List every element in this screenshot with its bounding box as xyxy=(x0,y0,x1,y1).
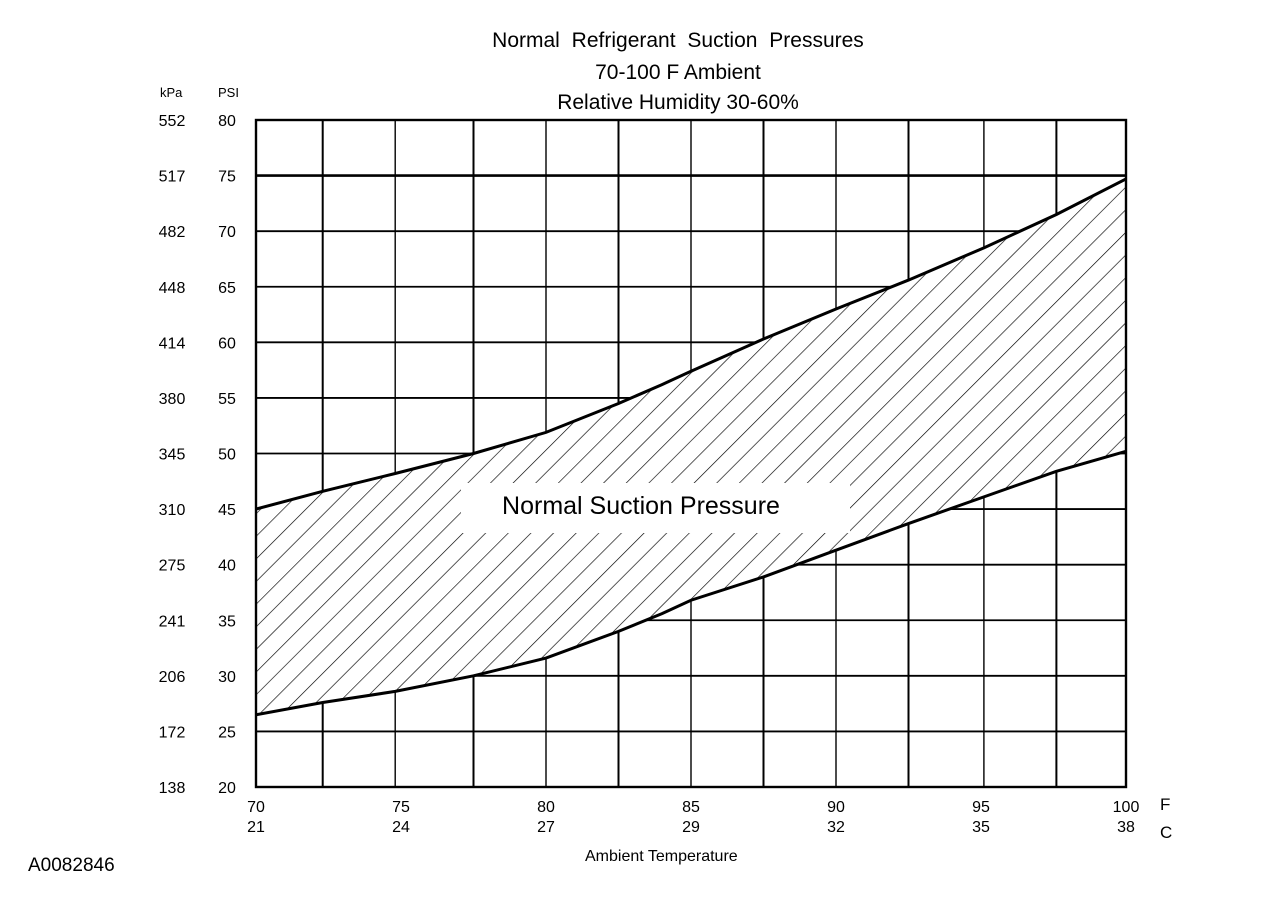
x-axis-title: Ambient Temperature xyxy=(585,848,738,865)
y-tick-psi: 75 xyxy=(218,169,236,186)
x-tick-c: 29 xyxy=(682,819,700,836)
x-tick-f: 80 xyxy=(537,799,555,816)
chart-subtitle-ambient: 70-100 F Ambient xyxy=(595,61,761,84)
y-tick-kpa: 448 xyxy=(159,280,186,297)
x-tick-c: 35 xyxy=(972,819,990,836)
y-tick-psi: 55 xyxy=(218,391,236,408)
y-tick-psi: 50 xyxy=(218,447,236,464)
y-tick-kpa: 552 xyxy=(159,113,186,130)
y-tick-psi: 70 xyxy=(218,224,236,241)
x-tick-f: 70 xyxy=(247,799,265,816)
y-tick-kpa: 310 xyxy=(159,502,186,519)
x-tick-c: 24 xyxy=(392,819,410,836)
annotation-normal-suction-pressure: Normal Suction Pressure xyxy=(502,492,780,520)
y-tick-kpa: 517 xyxy=(159,169,186,186)
x-tick-f: 75 xyxy=(392,799,410,816)
x-tick-f: 85 xyxy=(682,799,700,816)
chart-title: Normal Refrigerant Suction Pressures xyxy=(492,29,864,52)
y-tick-psi: 80 xyxy=(218,113,236,130)
axis-tick-labels: 552 80 517 75 482 70 448 65 414 60 380 55 345 50 310 45… xyxy=(159,113,1140,836)
y-tick-psi: 25 xyxy=(218,724,236,741)
y-tick-psi: 20 xyxy=(218,780,236,797)
y-tick-kpa: 482 xyxy=(159,224,186,241)
x-unit-f: F xyxy=(1160,795,1171,814)
x-tick-f: 95 xyxy=(972,799,990,816)
x-tick-f: 100 xyxy=(1113,799,1140,816)
y-unit-kpa: kPa xyxy=(160,85,183,100)
x-tick-f: 90 xyxy=(827,799,845,816)
y-unit-psi: PSI xyxy=(218,85,239,100)
y-tick-psi: 40 xyxy=(218,558,236,575)
band-hatch xyxy=(256,178,1126,715)
y-tick-kpa: 241 xyxy=(159,613,186,630)
y-tick-kpa: 138 xyxy=(159,780,186,797)
y-tick-kpa: 172 xyxy=(159,724,186,741)
y-tick-psi: 45 xyxy=(218,502,236,519)
annotation-background xyxy=(461,483,850,533)
plot-frame xyxy=(254,118,1128,789)
x-tick-c: 27 xyxy=(537,819,555,836)
chart-subtitle-humidity: Relative Humidity 30-60% xyxy=(557,91,799,114)
x-tick-c: 32 xyxy=(827,819,845,836)
x-tick-c: 38 xyxy=(1117,819,1135,836)
y-tick-kpa: 380 xyxy=(159,391,186,408)
plot-border xyxy=(254,118,1128,789)
figure-id: A0082846 xyxy=(28,855,115,876)
x-unit-c: C xyxy=(1160,823,1173,842)
y-tick-psi: 30 xyxy=(218,669,236,686)
lower-boundary-line xyxy=(256,449,1126,717)
x-tick-c: 21 xyxy=(247,819,265,836)
y-tick-psi: 35 xyxy=(218,613,236,630)
y-tick-kpa: 275 xyxy=(159,558,186,575)
y-tick-kpa: 206 xyxy=(159,669,186,686)
y-tick-kpa: 345 xyxy=(159,447,186,464)
y-tick-kpa: 414 xyxy=(159,335,186,352)
y-tick-psi: 60 xyxy=(218,335,236,352)
upper-boundary-line xyxy=(256,177,1126,511)
y-tick-psi: 65 xyxy=(218,280,236,297)
normal-pressure-band xyxy=(256,177,1126,717)
